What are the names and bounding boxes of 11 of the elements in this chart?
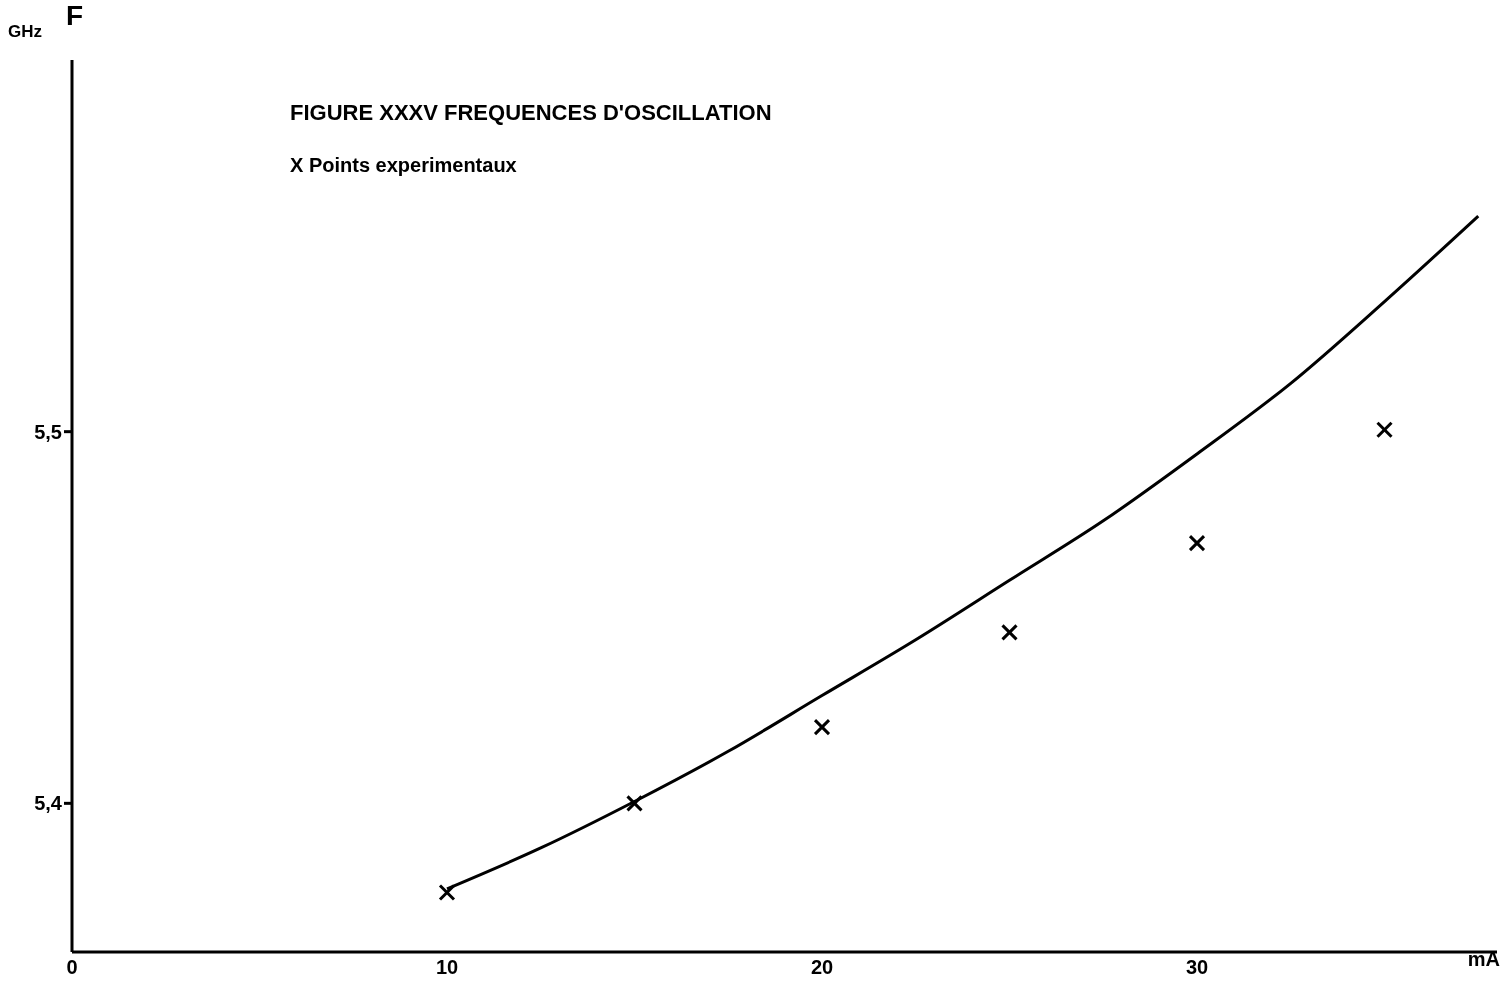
text: GHz (8, 22, 42, 42)
x-tick-label: 30 (1185, 956, 1209, 979)
x-axis-title: mA (1467, 948, 1500, 971)
text: FIGURE XXXV FREQUENCES D'OSCILLATION (290, 100, 772, 126)
x-tick-label: 0 (66, 956, 78, 979)
x-tick-label: 10 (435, 956, 459, 979)
y-axis-title: F (66, 0, 84, 32)
y-tick-label: 5,4 (34, 792, 63, 815)
x-tick-label: 20 (810, 956, 834, 979)
annotation: X Points experimentaux (290, 154, 517, 177)
y-tick-label: 5,5 (34, 420, 62, 443)
